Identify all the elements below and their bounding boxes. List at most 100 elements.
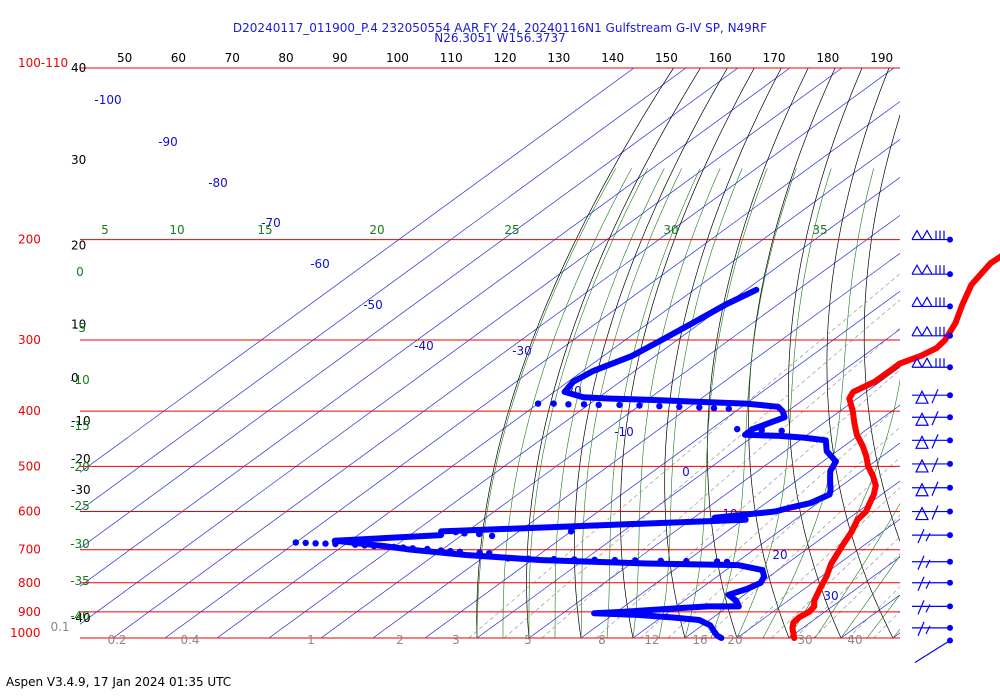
dewpoint-point xyxy=(567,528,575,535)
isotherm-line xyxy=(216,139,900,639)
dry-adiabat-line xyxy=(664,68,782,639)
footer-version: Aspen V3.4.9, 17 Jan 2024 01:35 UTC xyxy=(6,675,232,689)
dry-adiabat-line xyxy=(826,68,894,639)
wind-barb xyxy=(911,263,953,278)
mixing-ratio-label: 12 xyxy=(644,633,659,647)
top-temperature-tick: 50 xyxy=(117,51,132,65)
dewpoint-point xyxy=(312,540,319,547)
top-temperature-tick: 120 xyxy=(494,51,517,65)
dewpoint-point xyxy=(424,545,431,553)
dewpoint-point xyxy=(302,539,309,547)
dewpoint-point xyxy=(390,543,398,551)
top-temperature-tick: 90 xyxy=(332,51,347,65)
pressure-label: 600 xyxy=(18,505,41,519)
isotherm-line xyxy=(320,214,900,639)
wind-barb xyxy=(911,229,953,243)
mixing-ratio-label: 0.4 xyxy=(180,633,199,647)
wind-barb xyxy=(912,555,953,571)
isotherm-line xyxy=(80,68,739,549)
dewpoint-point xyxy=(611,556,619,564)
temperature-line xyxy=(789,253,1000,641)
isotherm-line xyxy=(684,480,900,639)
pressure-label: 900 xyxy=(18,605,41,619)
wind-barb-column xyxy=(911,229,953,663)
dewpoint-point xyxy=(710,404,718,412)
temperature-series xyxy=(789,253,1000,641)
wind-barb xyxy=(912,457,953,473)
moist-adiabat-label: 5 xyxy=(101,223,109,237)
isotherm-line xyxy=(892,632,900,639)
isotherm-line xyxy=(112,68,895,639)
isotherm-label: -70 xyxy=(261,216,281,230)
isotherm-line xyxy=(80,68,687,511)
height-label: 0 xyxy=(71,371,79,385)
dewpoint-point xyxy=(456,548,464,555)
top-temperature-tick: 190 xyxy=(870,51,893,65)
dewpoint-point xyxy=(400,544,407,551)
dewpoint-point xyxy=(632,557,639,564)
dewpoint-point xyxy=(475,530,483,538)
moist-adiabat-line xyxy=(658,168,743,639)
dewpoint-point xyxy=(595,401,602,409)
height-label: 30 xyxy=(71,153,86,167)
dewpoint-point xyxy=(657,557,664,564)
chart-subtitle-location: N26.3051 W156.3737 xyxy=(434,31,566,45)
isotherm-label: -50 xyxy=(363,298,383,312)
dry-adiabat-line xyxy=(863,113,900,543)
moist-adiabat-label: 0 xyxy=(76,265,84,279)
isotherm-line xyxy=(528,366,900,639)
mixing-ratio-line xyxy=(667,426,900,639)
mixing-ratio-label: 0.1 xyxy=(50,620,69,634)
wind-barb xyxy=(912,434,953,449)
top-temperature-tick: 70 xyxy=(225,51,240,65)
mixing-ratio-line xyxy=(640,404,900,639)
dewpoint-point xyxy=(550,555,558,563)
mixing-ratio-line xyxy=(704,456,900,639)
top-temperature-tick: 80 xyxy=(278,51,293,65)
top-temperature-tick: 170 xyxy=(763,51,786,65)
top-temperature-tick: 100 xyxy=(386,51,409,65)
mixing-ratio-label: 20 xyxy=(727,633,742,647)
dewpoint-point xyxy=(571,556,578,563)
mixing-ratio-line xyxy=(541,327,900,639)
moist-adiabat-label: -40 xyxy=(70,609,90,623)
isotherm-line xyxy=(945,68,1000,638)
wind-barb xyxy=(911,357,953,371)
dewpoint-point xyxy=(437,547,445,554)
isotherm-label: -90 xyxy=(158,135,178,149)
dewpoint-point xyxy=(476,549,483,556)
mixing-ratio-line xyxy=(794,536,900,639)
isotherm-line xyxy=(580,404,900,639)
wind-barb xyxy=(912,528,953,544)
mixing-ratio-label: 40 xyxy=(847,633,862,647)
dewpoint-point xyxy=(452,528,459,536)
dewpoint-series xyxy=(292,286,839,641)
top-temperature-tick: 150 xyxy=(655,51,678,65)
pressure-label-top: 100-110 xyxy=(18,56,68,70)
pressure-label: 1000 xyxy=(10,626,41,640)
wind-barb xyxy=(912,505,953,521)
pressure-label: 800 xyxy=(18,576,41,590)
wind-barb xyxy=(911,296,953,310)
moist-adiabat-label: -5 xyxy=(74,321,86,335)
dewpoint-point xyxy=(676,403,683,410)
dewpoint-point xyxy=(361,542,368,549)
dewpoint-point xyxy=(332,540,339,548)
dewpoint-point xyxy=(409,545,416,552)
isotherm-line xyxy=(632,442,900,639)
moist-adiabat-label: -15 xyxy=(70,419,90,433)
mixing-ratio-line xyxy=(813,553,900,639)
isotherm-line xyxy=(80,68,635,473)
top-temperature-tick: 180 xyxy=(816,51,839,65)
height-label: 20 xyxy=(71,239,86,253)
dewpoint-point xyxy=(461,530,468,537)
dewpoint-point xyxy=(550,400,557,407)
dewpoint-point xyxy=(447,547,454,555)
mixing-ratio-line xyxy=(771,515,900,639)
dry-adiabat-line xyxy=(936,68,1000,638)
moist-adiabat-line xyxy=(554,168,665,638)
isotherm-label: 30 xyxy=(823,589,838,603)
isotherm-label: -10 xyxy=(614,425,634,439)
top-temperature-tick: 160 xyxy=(709,51,732,65)
isotherm-label: -60 xyxy=(310,257,330,271)
